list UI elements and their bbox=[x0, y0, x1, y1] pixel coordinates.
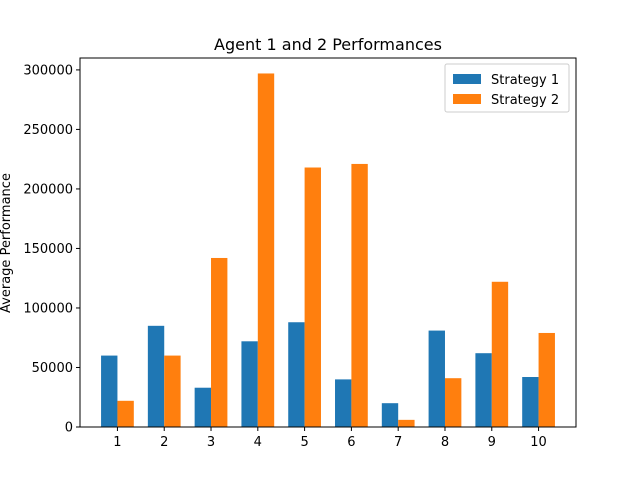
bar-series-1-category-1 bbox=[101, 355, 118, 427]
legend: Strategy 1 Strategy 2 bbox=[444, 63, 570, 113]
bar-series-1-category-3 bbox=[194, 387, 212, 427]
bar-series-1-category-7 bbox=[381, 403, 399, 427]
bar-series-2-category-4 bbox=[257, 73, 275, 427]
bar-series-2-category-5 bbox=[304, 167, 321, 427]
bar-series-1-category-5 bbox=[288, 322, 305, 427]
plot-area-frame bbox=[79, 57, 577, 428]
y-axis-ticks: 0 50000 100000 150000 200000 250000 300000 bbox=[23, 63, 80, 436]
bar-series-1-category-9 bbox=[475, 353, 492, 427]
bar-series-1-category-2 bbox=[147, 325, 165, 427]
bar-series-1-category-4 bbox=[241, 341, 258, 427]
x-tick-label: 1 bbox=[113, 435, 121, 450]
x-tick-label: 7 bbox=[394, 435, 402, 450]
y-tick-label: 100000 bbox=[23, 301, 73, 316]
y-tick-label: 250000 bbox=[23, 123, 73, 138]
bars-group bbox=[101, 73, 555, 427]
x-tick-label: 3 bbox=[207, 435, 215, 450]
y-axis-label: Average Performance bbox=[0, 173, 14, 313]
x-tick-label: 2 bbox=[160, 435, 168, 450]
chart-title: Agent 1 and 2 Performances bbox=[214, 35, 442, 54]
bar-series-1-category-10 bbox=[522, 377, 539, 427]
x-axis-ticks: 1 2 3 4 5 6 7 8 9 10 bbox=[113, 427, 547, 450]
legend-swatch-series-1 bbox=[453, 74, 481, 84]
bar-series-2-category-10 bbox=[538, 332, 555, 427]
bar-series-1-category-8 bbox=[428, 330, 445, 427]
y-tick-label: 300000 bbox=[23, 63, 73, 78]
x-tick-label: 9 bbox=[488, 435, 496, 450]
legend-label-series-2: Strategy 2 bbox=[491, 93, 559, 108]
bar-series-1-category-6 bbox=[335, 379, 352, 427]
legend-label-series-1: Strategy 1 bbox=[491, 73, 559, 88]
x-tick-label: 6 bbox=[347, 435, 355, 450]
y-tick-label: 150000 bbox=[23, 242, 73, 257]
bar-series-2-category-2 bbox=[164, 355, 181, 427]
bar-series-2-category-8 bbox=[444, 378, 462, 427]
bar-series-2-category-6 bbox=[351, 163, 368, 427]
legend-swatch-series-2 bbox=[453, 94, 481, 104]
bar-series-2-category-3 bbox=[211, 257, 228, 427]
x-tick-label: 8 bbox=[441, 435, 449, 450]
bar-series-2-category-7 bbox=[398, 419, 415, 427]
bar-series-2-category-9 bbox=[491, 281, 509, 427]
bar-series-2-category-1 bbox=[117, 400, 134, 427]
x-tick-label: 10 bbox=[530, 435, 547, 450]
x-tick-label: 5 bbox=[300, 435, 308, 450]
y-tick-label: 50000 bbox=[32, 361, 73, 376]
x-tick-label: 4 bbox=[254, 435, 262, 450]
y-tick-label: 200000 bbox=[23, 182, 73, 197]
y-tick-label: 0 bbox=[65, 421, 73, 436]
